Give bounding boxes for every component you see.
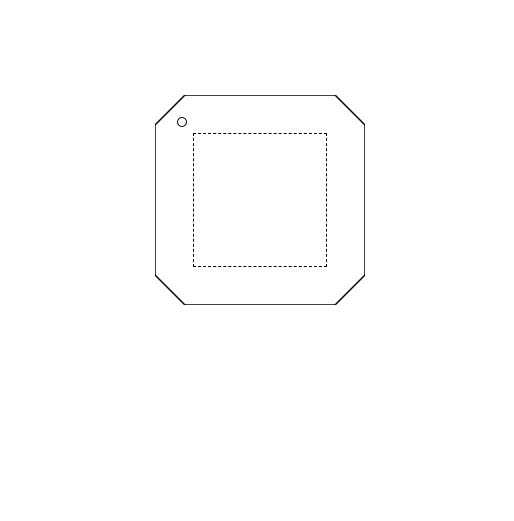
pins-top bbox=[161, 10, 359, 95]
pins-bottom bbox=[161, 305, 359, 395]
pinout-diagram bbox=[10, 10, 504, 410]
pin1-indicator bbox=[177, 117, 187, 127]
exposed-paddle bbox=[193, 133, 327, 267]
chip-body bbox=[155, 95, 365, 305]
